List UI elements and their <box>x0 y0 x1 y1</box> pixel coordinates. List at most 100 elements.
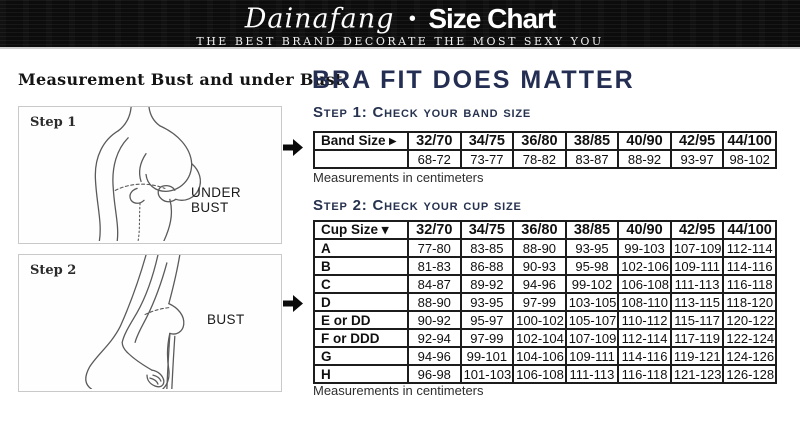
table-cell: 81-83 <box>407 256 462 276</box>
table-cell: 99-103 <box>617 238 672 258</box>
header-banner: Dainafang • Size Chart THE BEST BRAND DE… <box>0 0 800 49</box>
table-cell: 114-116 <box>722 256 777 276</box>
table-cell: 103-105 <box>564 292 620 312</box>
banner-title-line: Dainafang • Size Chart <box>0 3 800 35</box>
table-cell: 113-115 <box>669 292 725 312</box>
table-cell: 97-99 <box>459 328 515 348</box>
table-row: C 84-87 89-92 94-96 99-102 106-108 111-113 116-… <box>313 274 777 294</box>
table-row: 68-72 73-77 78-82 83-87 88-92 93-97 98-102 <box>313 149 777 169</box>
measurement-heading: Measurement Bust and under Bust <box>18 70 343 89</box>
table-cell: 94-96 <box>407 346 462 366</box>
table-cell: 115-117 <box>669 310 725 330</box>
step1-label: Step 1 <box>30 115 77 130</box>
table-cell: 101-103 <box>459 364 515 384</box>
table-cell: 104-106 <box>512 346 567 366</box>
table-cell: A <box>313 238 409 258</box>
bullet-separator: • <box>408 7 416 30</box>
table-cell: 88-90 <box>407 292 462 312</box>
table-cell: 105-107 <box>564 310 620 330</box>
table-header-cell: Cup Size ▾ <box>313 220 409 240</box>
table-row: B 81-83 86-88 90-93 95-98 102-106 109-111 114-1… <box>313 256 777 276</box>
table-header-cell: 38/85 <box>564 131 620 151</box>
table-cell: 93-95 <box>564 238 620 258</box>
table-cell: 107-109 <box>564 328 620 348</box>
table-cell: 111-113 <box>564 364 620 384</box>
table-cell: F or DDD <box>313 328 409 348</box>
table-cell: 120-122 <box>722 310 777 330</box>
table-header-cell: 36/80 <box>512 131 567 151</box>
table-header-cell: 38/85 <box>564 220 620 240</box>
table-cell: 110-112 <box>617 310 672 330</box>
table-cell: 109-111 <box>669 256 725 276</box>
table-cell: 107-109 <box>669 238 725 258</box>
bust-annotation: BUST <box>207 312 245 327</box>
step1-illustration-box: Step 1 UNDER BUST <box>18 106 282 244</box>
table-cell: 90-92 <box>407 310 462 330</box>
right-arrow-icon <box>283 139 303 156</box>
table-row: A 77-80 83-85 88-90 93-95 99-103 107-109 112-11… <box>313 238 777 258</box>
table-cell: 68-72 <box>407 149 462 169</box>
table-cell: 121-123 <box>669 364 725 384</box>
table-header-cell: 36/80 <box>512 220 567 240</box>
table-cell <box>313 149 409 169</box>
table-header-cell: Band Size ▸ <box>313 131 409 151</box>
table-cell: 109-111 <box>564 346 620 366</box>
table-cell: 95-97 <box>459 310 515 330</box>
right-arrow-icon <box>283 295 303 312</box>
units-note: Measurements in centimeters <box>313 383 484 398</box>
table-cell: 90-93 <box>512 256 567 276</box>
step2-illustration-box: Step 2 BUST <box>18 254 282 392</box>
table-cell: 96-98 <box>407 364 462 384</box>
table-cell: 83-87 <box>564 149 620 169</box>
table-cell: 126-128 <box>722 364 777 384</box>
table-cell: 112-114 <box>722 238 777 258</box>
table-cell: 112-114 <box>617 328 672 348</box>
table-cell: 102-104 <box>512 328 567 348</box>
table-row: F or DDD 92-94 97-99 102-104 107-109 112-114 1… <box>313 328 777 348</box>
table-cell: 84-87 <box>407 274 462 294</box>
table-cell: 116-118 <box>617 364 672 384</box>
table-cell: 108-110 <box>617 292 672 312</box>
table-row: D 88-90 93-95 97-99 103-105 108-110 113-115 118… <box>313 292 777 312</box>
table-cell: 93-95 <box>459 292 515 312</box>
table-cell: C <box>313 274 409 294</box>
table-header-cell: 34/75 <box>459 220 515 240</box>
table-cell: B <box>313 256 409 276</box>
table-header-cell: 40/90 <box>617 220 672 240</box>
step2-figure-drawing <box>85 255 185 389</box>
table-cell: D <box>313 292 409 312</box>
step1-heading: Step 1: Check your band size <box>313 104 531 121</box>
table-cell: H <box>313 364 409 384</box>
table-header-row: Cup Size ▾ 32/70 34/75 36/80 38/85 40/90 42/95… <box>313 220 777 240</box>
table-cell: 111-113 <box>669 274 725 294</box>
table-cell: 118-120 <box>722 292 777 312</box>
table-cell: 78-82 <box>512 149 567 169</box>
table-cell: 100-102 <box>512 310 567 330</box>
table-cell: 106-108 <box>617 274 672 294</box>
table-header-cell: 42/95 <box>669 220 725 240</box>
units-note: Measurements in centimeters <box>313 170 484 185</box>
table-cell: 122-124 <box>722 328 777 348</box>
table-row: H 96-98 101-103 106-108 111-113 116-118 121-12… <box>313 364 777 384</box>
table-cell: 73-77 <box>459 149 515 169</box>
table-cell: 119-121 <box>669 346 725 366</box>
step2-heading: Step 2: Check your cup size <box>313 197 522 214</box>
table-cell: 89-92 <box>459 274 515 294</box>
under-bust-annotation: UNDER BUST <box>191 185 242 215</box>
table-cell: 106-108 <box>512 364 567 384</box>
table-header-cell: 40/90 <box>617 131 672 151</box>
step2-label: Step 2 <box>30 263 77 278</box>
table-cell: 94-96 <box>512 274 567 294</box>
table-row: G 94-96 99-101 104-106 109-111 114-116 119-121… <box>313 346 777 366</box>
banner-title: Size Chart <box>428 3 556 34</box>
table-cell: 99-101 <box>459 346 515 366</box>
table-header-cell: 44/100 <box>722 131 777 151</box>
banner-tagline: THE BEST BRAND DECORATE THE MOST SEXY YO… <box>196 35 604 48</box>
table-cell: 92-94 <box>407 328 462 348</box>
table-cell: 98-102 <box>722 149 777 169</box>
table-cell: G <box>313 346 409 366</box>
table-cell: 124-126 <box>722 346 777 366</box>
table-cell: 114-116 <box>617 346 672 366</box>
brand-name: Dainafang <box>244 3 395 35</box>
